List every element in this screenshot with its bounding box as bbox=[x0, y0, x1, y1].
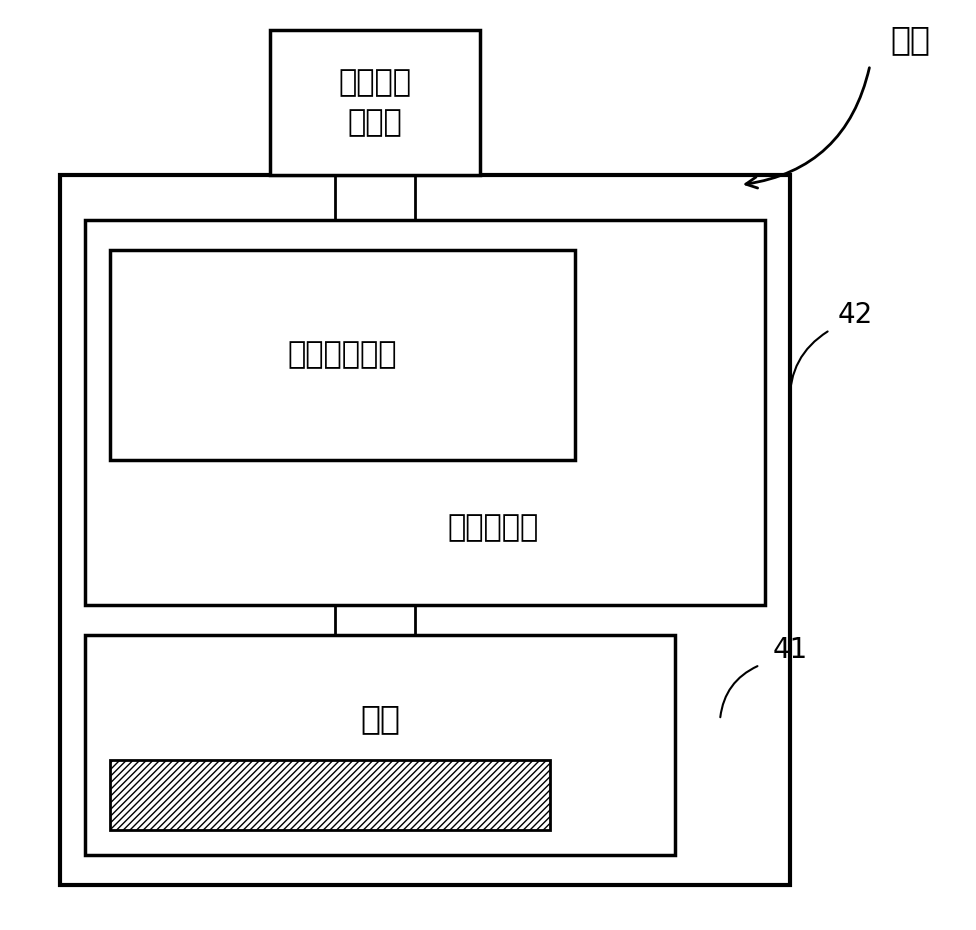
Bar bbox=[60, 175, 790, 885]
Bar bbox=[110, 250, 575, 460]
Text: 电芯: 电芯 bbox=[360, 702, 400, 735]
Text: 42: 42 bbox=[837, 301, 873, 329]
Text: 电池: 电池 bbox=[890, 23, 930, 57]
Bar bbox=[85, 220, 765, 605]
Bar bbox=[270, 30, 480, 175]
Bar bbox=[85, 635, 675, 855]
Text: 电池保护板: 电池保护板 bbox=[447, 513, 539, 542]
Text: 电池的输
出接口: 电池的输 出接口 bbox=[339, 68, 412, 138]
Text: 41: 41 bbox=[772, 636, 807, 664]
Text: 电池检测电路: 电池检测电路 bbox=[288, 340, 397, 369]
Bar bbox=[110, 760, 550, 830]
